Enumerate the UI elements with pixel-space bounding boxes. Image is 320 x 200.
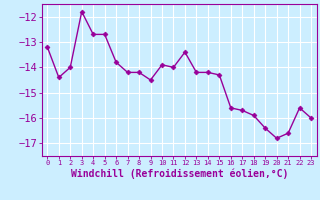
X-axis label: Windchill (Refroidissement éolien,°C): Windchill (Refroidissement éolien,°C): [70, 169, 288, 179]
